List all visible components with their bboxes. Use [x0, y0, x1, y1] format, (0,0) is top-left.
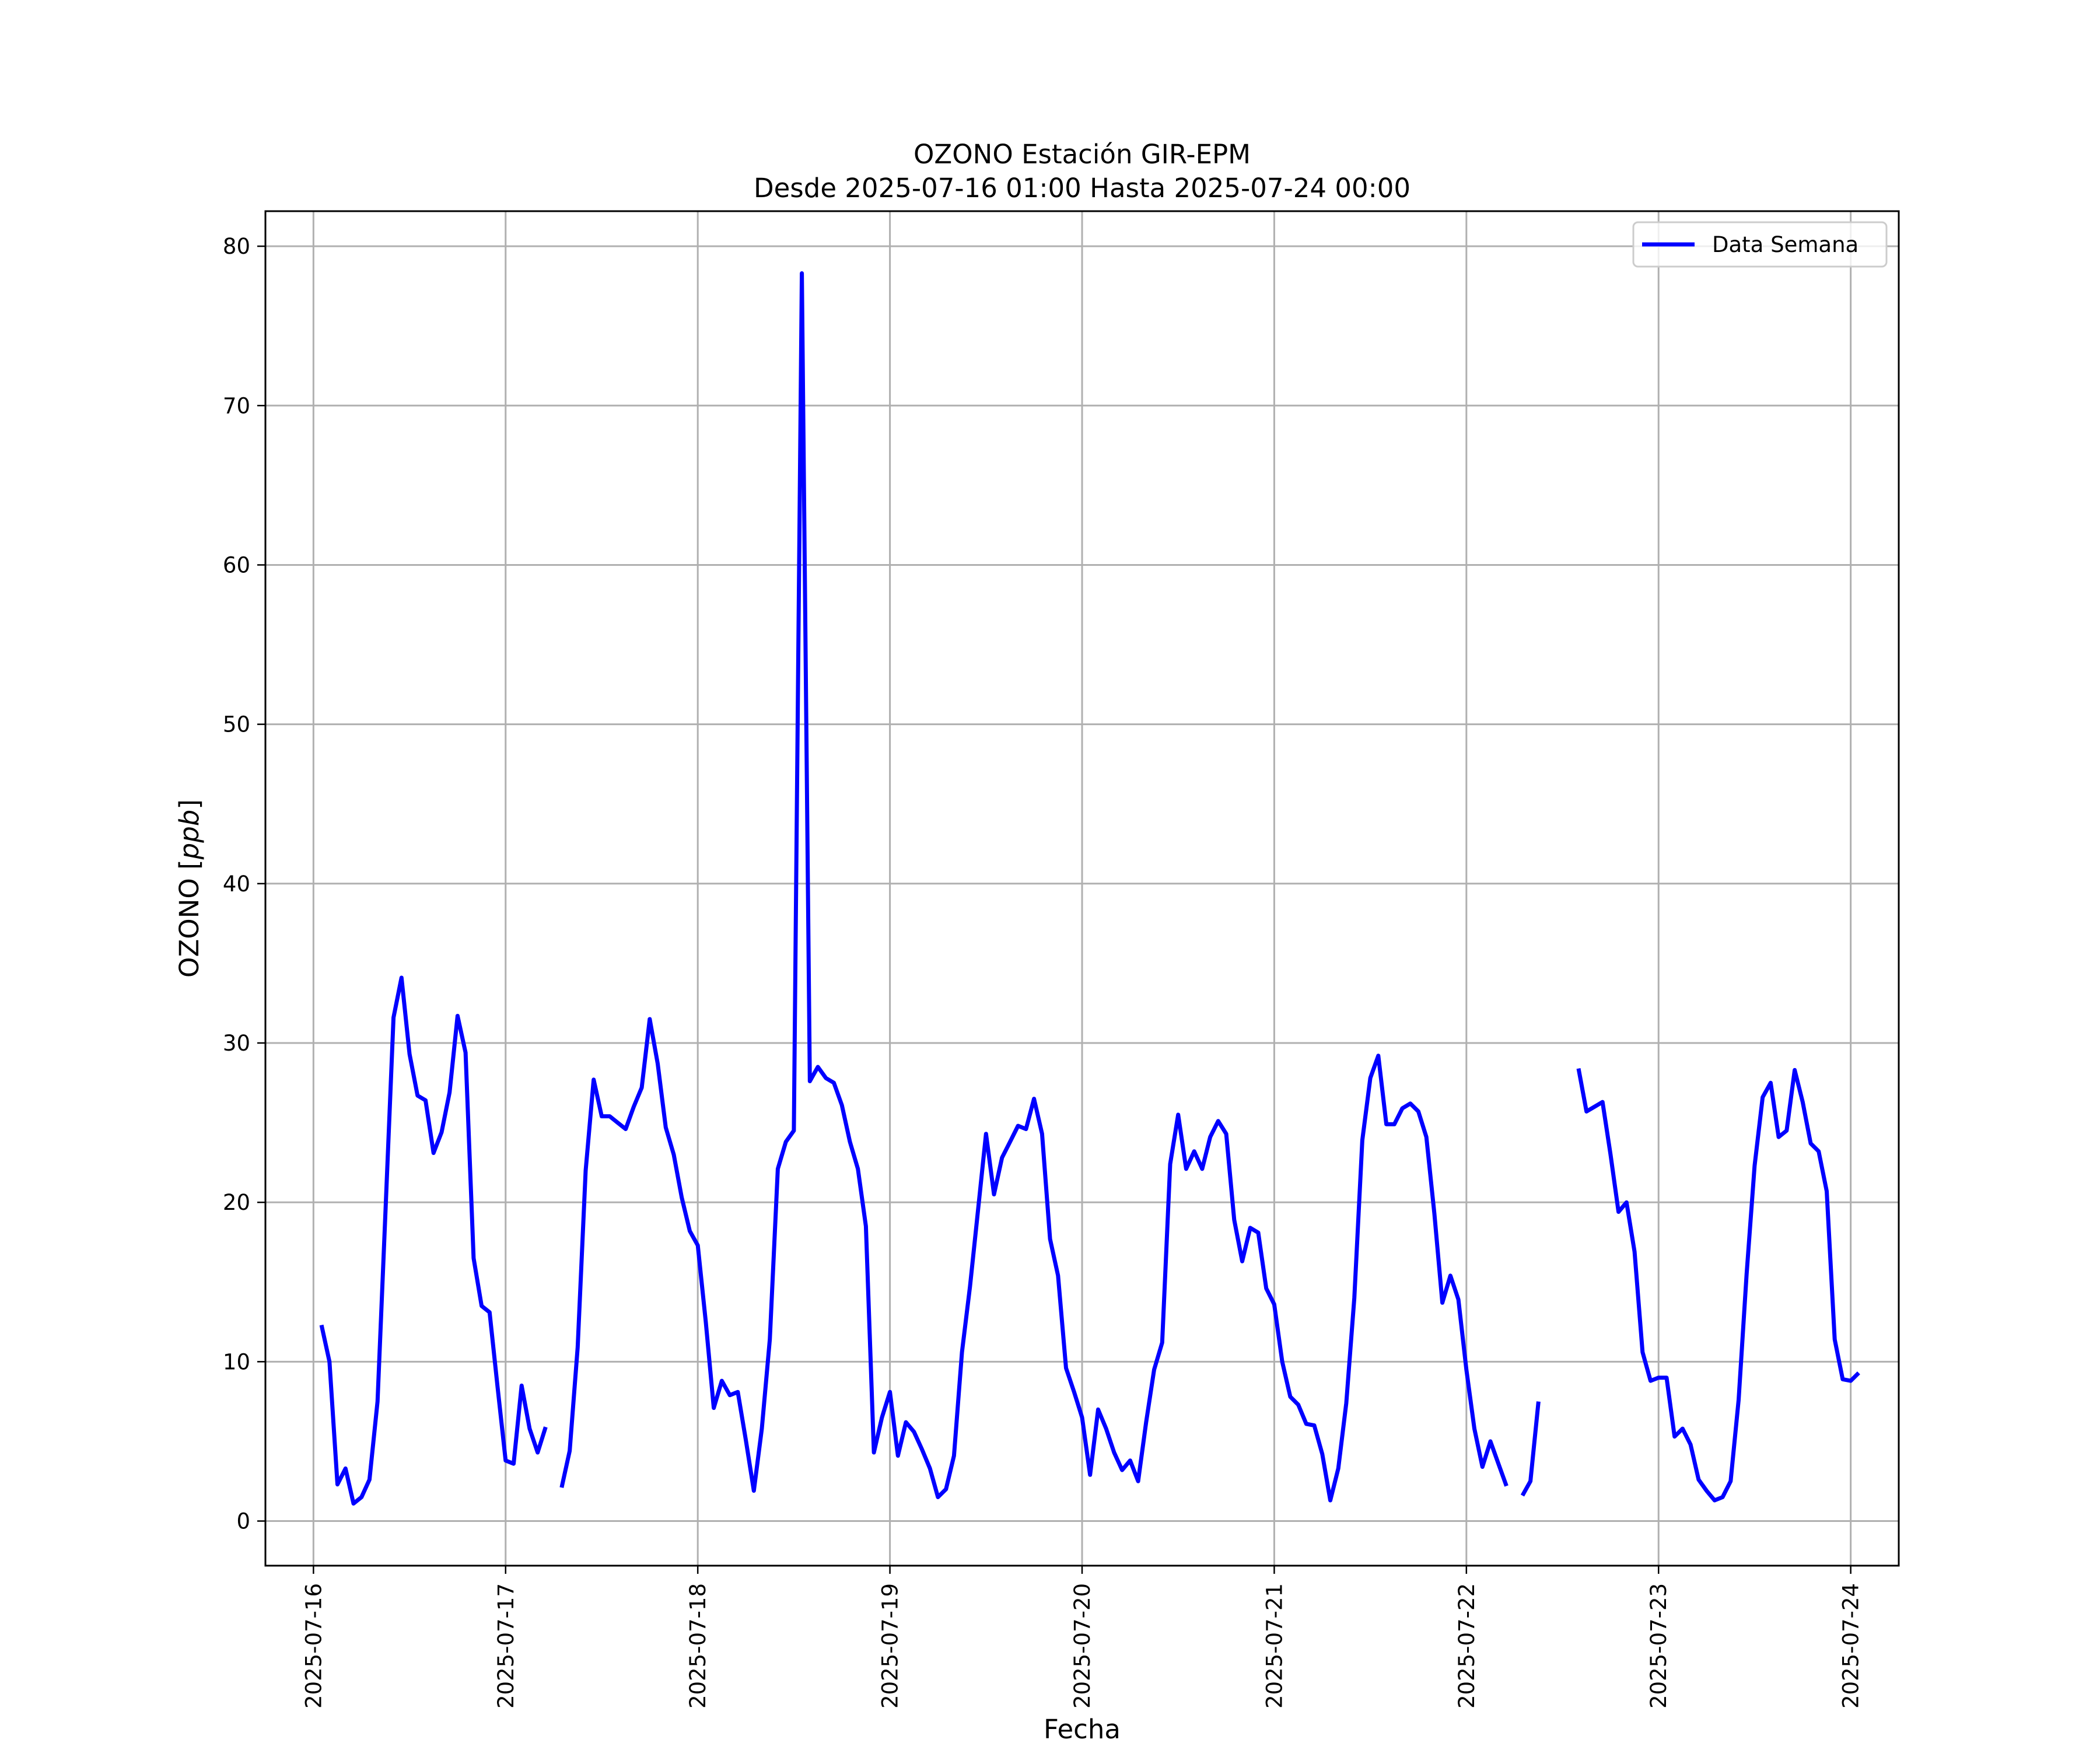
series-line-segment	[559, 271, 1508, 1503]
x-tick-label: 2025-07-22	[1454, 1583, 1479, 1709]
y-tick-label: 30	[223, 1031, 250, 1056]
x-tick-label: 2025-07-20	[1070, 1583, 1095, 1709]
chart-subtitle: Desde 2025-07-16 01:00 Hasta 2025-07-24 …	[754, 173, 1410, 204]
x-tick-label: 2025-07-23	[1646, 1583, 1671, 1709]
chart-title: OZONO Estación GIR-EPM	[914, 139, 1251, 170]
legend-label: Data Semana	[1712, 232, 1859, 257]
x-tick-label: 2025-07-18	[685, 1583, 710, 1709]
y-axis-label-suffix: ]	[174, 799, 205, 810]
y-tick-label: 50	[223, 712, 250, 737]
x-tick-label: 2025-07-24	[1839, 1583, 1864, 1709]
x-axis-ticks: 2025-07-16 2025-07-17 2025-07-18 2025-07-19…	[301, 1566, 1864, 1709]
y-axis-label: OZONO [ppb]	[174, 799, 205, 978]
y-tick-label: 10	[223, 1349, 250, 1374]
series-line-segment	[1520, 1401, 1541, 1497]
y-axis-ticks: 0 10 20 30 40 50 60 70 80	[223, 234, 265, 1534]
x-tick-label: 2025-07-21	[1262, 1583, 1287, 1709]
legend-box	[1632, 221, 1888, 268]
y-tick-label: 60	[223, 552, 250, 578]
x-tick-label: 2025-07-19	[878, 1583, 903, 1709]
grid-lines	[265, 211, 1899, 1566]
x-tick-label: 2025-07-16	[301, 1583, 326, 1709]
y-tick-label: 70	[223, 393, 250, 418]
y-tick-label: 0	[236, 1509, 250, 1534]
series-line-segment	[319, 975, 548, 1506]
x-tick-label: 2025-07-17	[494, 1583, 519, 1709]
y-tick-label: 40	[223, 872, 250, 897]
series-layer	[319, 271, 1860, 1506]
x-axis-label: Fecha	[1044, 1714, 1121, 1745]
y-axis-label-prefix: OZONO [	[174, 859, 205, 978]
y-axis-label-unit: ppb	[174, 810, 205, 860]
y-tick-label: 80	[223, 234, 250, 259]
legend: Data Semana	[1632, 221, 1888, 268]
series-line-segment	[1576, 1068, 1860, 1503]
y-tick-label: 20	[223, 1190, 250, 1215]
